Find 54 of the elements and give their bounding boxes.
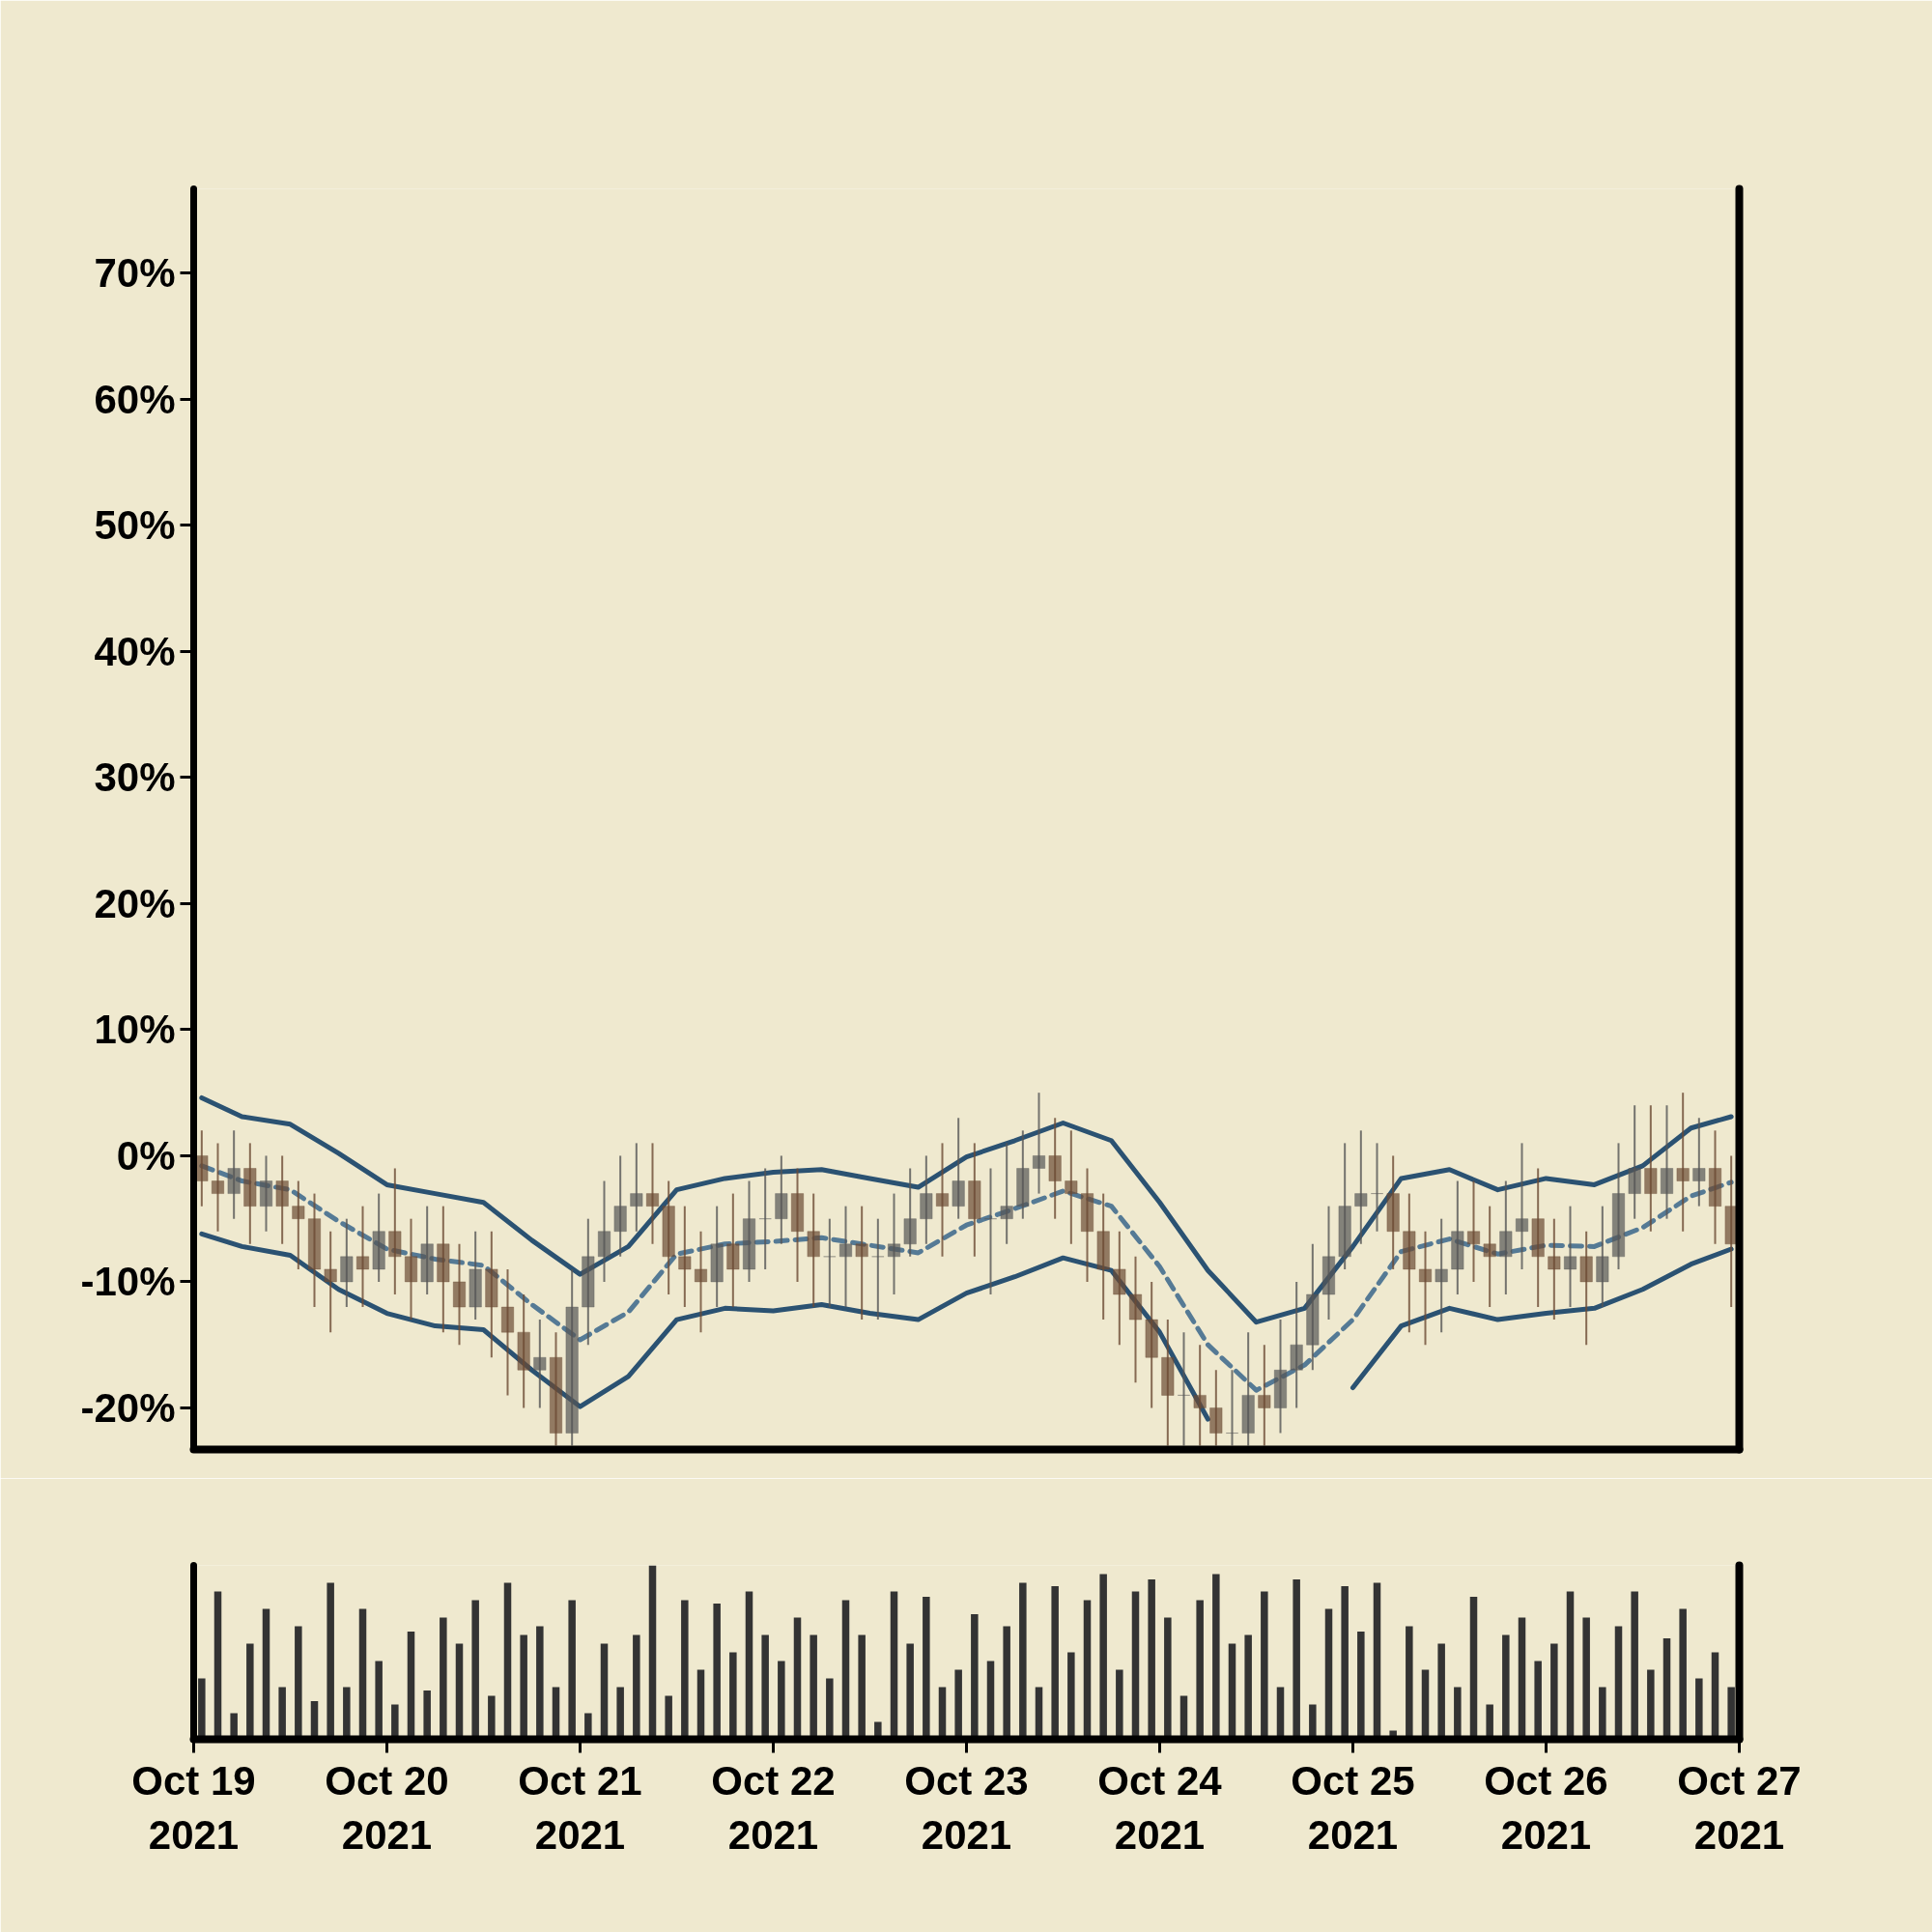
candlestick bbox=[1065, 1129, 1078, 1245]
candlestick bbox=[630, 1142, 643, 1233]
candlestick bbox=[855, 1205, 868, 1321]
candlestick bbox=[984, 1167, 997, 1295]
candlestick bbox=[1564, 1205, 1577, 1309]
candlestick bbox=[1000, 1142, 1013, 1245]
y-tick-label: 20% bbox=[94, 880, 176, 926]
candlestick bbox=[1258, 1344, 1271, 1447]
x-tick-label: Oct 26 2021 bbox=[1484, 1757, 1608, 1858]
candlestick bbox=[646, 1142, 659, 1245]
y-tick-label: 60% bbox=[94, 376, 176, 422]
candlestick bbox=[1226, 1369, 1238, 1447]
candlestick bbox=[1033, 1092, 1045, 1195]
candlestick bbox=[1371, 1142, 1383, 1233]
candlestick bbox=[356, 1205, 369, 1309]
y-tick-label: 10% bbox=[94, 1007, 176, 1053]
candlestick bbox=[1467, 1179, 1480, 1283]
x-tick-label: Oct 20 2021 bbox=[325, 1757, 449, 1858]
x-tick-label: Oct 23 2021 bbox=[904, 1757, 1029, 1858]
y-tick-label: 30% bbox=[94, 754, 176, 801]
candlestick bbox=[1419, 1230, 1432, 1347]
x-tick-label: Oct 24 2021 bbox=[1097, 1757, 1223, 1858]
candlestick bbox=[533, 1319, 547, 1409]
y-tick-label: 0% bbox=[116, 1132, 176, 1179]
candlestick bbox=[292, 1179, 305, 1270]
candlestick bbox=[936, 1142, 949, 1258]
candlestick bbox=[695, 1230, 707, 1334]
x-tick-label: Oct 22 2021 bbox=[711, 1757, 836, 1858]
candlestick bbox=[823, 1217, 837, 1309]
candlestick bbox=[758, 1167, 772, 1270]
candlestick bbox=[678, 1205, 692, 1309]
y-tick-label: 70% bbox=[94, 250, 176, 297]
y-tick-label: 40% bbox=[94, 628, 176, 674]
y-tick-label: -20% bbox=[80, 1384, 176, 1431]
y-tick-label: -10% bbox=[80, 1259, 176, 1305]
x-tick-label: Oct 21 2021 bbox=[518, 1757, 642, 1858]
candlestick bbox=[1483, 1205, 1496, 1309]
candlestick bbox=[1548, 1217, 1561, 1321]
candlestick bbox=[1193, 1344, 1207, 1447]
candlestick bbox=[1435, 1217, 1448, 1334]
x-tick-label: Oct 19 2021 bbox=[131, 1757, 256, 1858]
candlestick bbox=[839, 1205, 852, 1309]
y-tick-label: 50% bbox=[94, 502, 176, 549]
candlestick bbox=[871, 1217, 885, 1321]
candlestick bbox=[1178, 1331, 1190, 1447]
candlestick bbox=[212, 1142, 224, 1233]
candlestick bbox=[888, 1192, 900, 1295]
candlestick bbox=[1354, 1129, 1368, 1245]
x-tick-label: Oct 25 2021 bbox=[1291, 1757, 1415, 1858]
candlestick bbox=[324, 1230, 337, 1334]
candlestick bbox=[1516, 1142, 1528, 1270]
candlestick bbox=[1692, 1117, 1706, 1208]
x-tick-label: Oct 27 2021 bbox=[1677, 1757, 1802, 1858]
candlestick bbox=[1676, 1092, 1690, 1233]
